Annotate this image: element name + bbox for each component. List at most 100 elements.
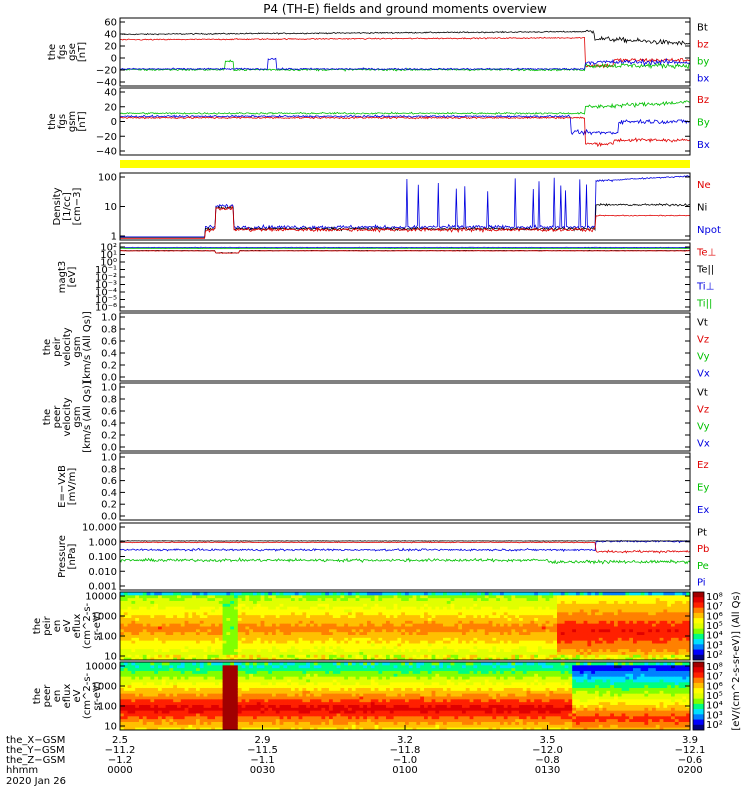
- spectrogram-cell: [503, 600, 509, 604]
- spectrogram-cell: [435, 603, 440, 607]
- spectrogram-cell: [287, 673, 292, 677]
- spectrogram-cell: [629, 648, 634, 652]
- spectrogram-cell: [268, 640, 273, 644]
- spectrogram-cell: [192, 648, 197, 652]
- spectrogram-cell: [530, 609, 535, 613]
- spectrogram-cell: [256, 701, 262, 705]
- spectrogram-cell: [568, 648, 573, 652]
- spectrogram-cell: [458, 657, 463, 660]
- spectrogram-cell: [310, 643, 315, 647]
- spectrogram-cell: [203, 606, 208, 610]
- spectrogram-cell: [678, 643, 683, 647]
- spectrogram-cell: [245, 645, 250, 650]
- spectrogram-cell: [150, 651, 155, 655]
- spectrogram-cell: [184, 611, 189, 616]
- spectrogram-cell: [420, 648, 425, 652]
- spectrogram-cell: [180, 718, 186, 722]
- spectrogram-cell: [177, 631, 182, 635]
- spectrogram-cell: [579, 628, 585, 633]
- spectrogram-cell: [294, 657, 300, 660]
- y-tick-label: 0.2: [101, 500, 117, 511]
- spectrogram-cell: [135, 651, 140, 655]
- spectrogram-cell: [477, 617, 482, 621]
- spectrogram-cell: [272, 715, 277, 720]
- spectrogram-cell: [492, 600, 497, 604]
- spectrogram-cell: [165, 654, 170, 658]
- spectrogram-cell: [302, 606, 307, 610]
- spectrogram-cell: [161, 594, 167, 599]
- spectrogram-cell: [207, 679, 212, 683]
- spectrogram-cell: [123, 623, 129, 627]
- spectrogram-cell: [564, 592, 569, 596]
- spectrogram-cell: [173, 681, 178, 686]
- spectrogram-cell: [188, 681, 193, 686]
- spectrogram-cell: [177, 696, 182, 700]
- spectrogram-cell: [226, 657, 231, 660]
- spectrogram-cell: [218, 594, 224, 599]
- spectrogram-cell: [154, 657, 159, 660]
- spectrogram-cell: [340, 640, 345, 644]
- spectrogram-cell: [633, 634, 638, 638]
- spectrogram-cell: [389, 609, 395, 613]
- spectrogram-cell: [576, 594, 581, 599]
- spectrogram-cell: [344, 637, 349, 641]
- spectrogram-cell: [226, 592, 231, 596]
- spectrogram-cell: [279, 715, 284, 720]
- spectrogram-cell: [625, 640, 630, 644]
- spectrogram-cell: [298, 603, 303, 607]
- spectrogram-cell: [652, 614, 657, 618]
- spectrogram-cell: [215, 631, 220, 635]
- spectrogram-cell: [659, 623, 664, 627]
- spectrogram-cell: [184, 617, 189, 621]
- spectrogram-cell: [215, 606, 220, 610]
- y-tick-label: 1: [111, 232, 117, 243]
- spectrogram-cell: [310, 651, 315, 655]
- spectrogram-cell: [188, 707, 193, 711]
- spectrogram-cell: [408, 648, 414, 652]
- spectrogram-cell: [165, 617, 170, 621]
- spectrogram-cell: [359, 597, 364, 601]
- spectrogram-cell: [180, 643, 186, 647]
- spectrogram-cell: [169, 609, 174, 613]
- spectrogram-cell: [363, 594, 368, 599]
- spectrogram-cell: [184, 626, 189, 630]
- spectrogram-cell: [659, 609, 664, 613]
- spectrogram-cell: [165, 643, 170, 647]
- spectrogram-cell: [215, 611, 220, 616]
- spectrogram-cell: [123, 696, 129, 700]
- spectrogram-cell: [576, 657, 581, 660]
- spectrogram-cell: [161, 715, 167, 720]
- spectrogram-cell: [215, 698, 220, 703]
- spectrogram-cell: [534, 628, 539, 633]
- spectrogram-cell: [629, 631, 634, 635]
- spectrogram-cell: [218, 645, 224, 650]
- spectrogram-cell: [127, 673, 132, 677]
- spectrogram-cell: [511, 643, 516, 647]
- spectrogram-cell: [215, 718, 220, 722]
- spectrogram-cell: [568, 592, 573, 596]
- spectrogram-cell: [538, 609, 543, 613]
- spectrogram-cell: [306, 614, 311, 618]
- spectrogram-cell: [557, 597, 562, 601]
- spectrogram-cell: [177, 721, 182, 725]
- spectrogram-cell: [177, 670, 182, 674]
- spectrogram-cell: [636, 623, 642, 627]
- spectrogram-cell: [150, 687, 155, 691]
- spectrogram-cell: [579, 657, 585, 660]
- spectrogram-cell: [127, 713, 132, 717]
- spectrogram-cell: [165, 684, 170, 688]
- spectrogram-cell: [256, 614, 262, 618]
- spectrogram-cell: [165, 687, 170, 691]
- spectrogram-cell: [560, 643, 566, 647]
- spectrogram-cell: [192, 681, 197, 686]
- spectrogram-cell: [169, 648, 174, 652]
- spectrogram-cell: [222, 696, 227, 700]
- spectrogram-cell: [674, 609, 680, 613]
- spectrogram-cell: [587, 617, 592, 621]
- spectrogram-cell: [344, 648, 349, 652]
- spectrogram-cell: [446, 597, 452, 601]
- spectrogram-cell: [435, 651, 440, 655]
- spectrogram-cell: [629, 594, 634, 599]
